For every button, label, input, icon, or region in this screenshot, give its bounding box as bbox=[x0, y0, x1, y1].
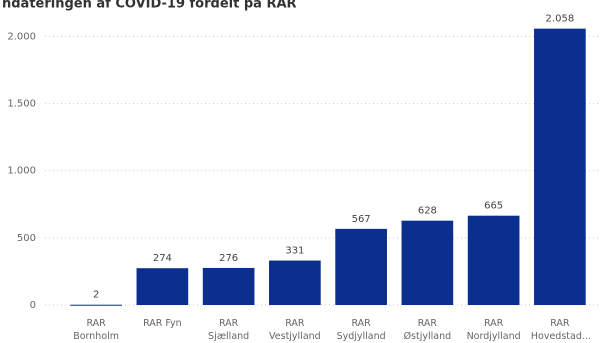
bar bbox=[202, 267, 255, 305]
x-tick-label: RAR Bornholm bbox=[73, 318, 120, 342]
value-label: 665 bbox=[484, 201, 503, 212]
value-label: 276 bbox=[219, 253, 238, 264]
bar bbox=[136, 268, 189, 305]
bar bbox=[534, 28, 586, 305]
value-label: 628 bbox=[418, 206, 437, 217]
y-tick-label: 1.000 bbox=[7, 166, 36, 177]
bar bbox=[467, 215, 520, 305]
y-tick-label: 2.000 bbox=[7, 31, 36, 42]
value-label: 274 bbox=[153, 253, 172, 264]
x-tick-label: RAR Hovedstad... bbox=[530, 318, 591, 342]
value-label: 2.058 bbox=[546, 14, 575, 25]
bar bbox=[269, 260, 321, 305]
x-tick-label: RAR Nordjylland bbox=[466, 318, 521, 342]
value-label: 2 bbox=[93, 290, 99, 301]
y-tick-label: 1.500 bbox=[7, 99, 36, 110]
chart-title: ndateringen af COVID-19 fordelt på RAR bbox=[2, 0, 297, 12]
value-label: 567 bbox=[352, 214, 371, 225]
x-tick-label: RAR Østjylland bbox=[403, 318, 452, 342]
bar bbox=[401, 220, 454, 305]
y-tick-label: 500 bbox=[17, 233, 36, 244]
y-tick-label: 0 bbox=[30, 300, 36, 311]
x-tick-label: RAR Fyn bbox=[143, 318, 182, 329]
x-tick-label: RAR Sydjylland bbox=[336, 318, 386, 342]
value-label: 331 bbox=[285, 246, 304, 257]
x-tick-label: RAR Vestjylland bbox=[269, 318, 321, 342]
x-tick-label: RAR Sjælland bbox=[208, 318, 250, 342]
bar bbox=[335, 228, 387, 305]
bar bbox=[70, 304, 122, 306]
